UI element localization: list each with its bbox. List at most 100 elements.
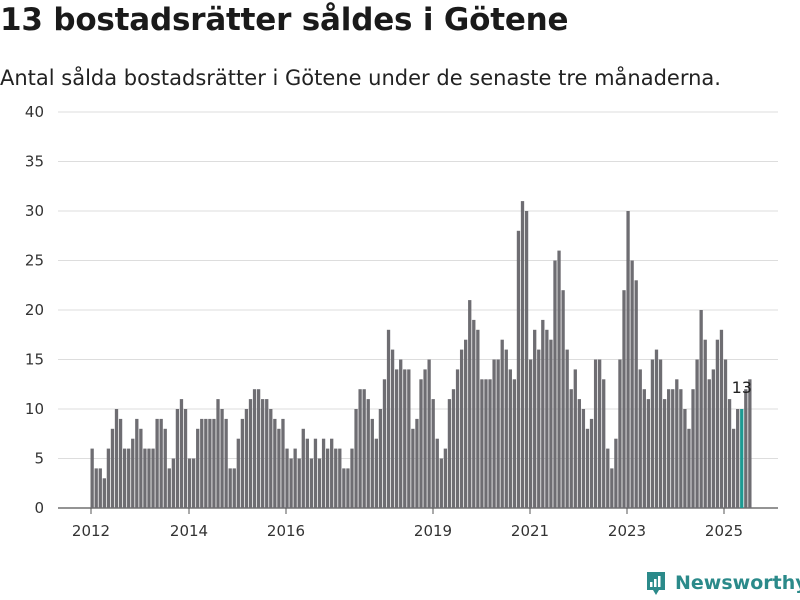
bar [524,211,529,508]
bar [671,389,675,508]
bar [419,379,423,508]
y-axis-ticks: 0 5 10 15 20 25 30 35 40 [25,103,44,517]
bar [464,339,468,508]
bar [610,468,614,508]
bar [285,448,289,508]
bar [171,458,175,508]
bar [106,448,111,508]
bar [370,418,374,508]
bar [244,409,249,508]
bar [723,359,728,508]
bar [557,250,561,508]
bar [334,448,338,508]
bar [256,389,261,508]
bar [480,379,484,508]
bar [281,418,285,508]
bar [289,458,293,508]
bar [196,428,200,508]
bar [131,438,135,508]
bar [252,389,257,508]
bar [297,458,301,508]
y-tick-label: 30 [25,202,44,220]
bar [748,379,752,508]
bar [703,339,707,508]
highlight-value-label: 13 [732,378,752,397]
bar [650,359,655,508]
bar [151,448,155,508]
bar [508,369,512,508]
y-tick-label: 10 [25,400,44,418]
bar [484,379,488,508]
bar [301,428,305,508]
bar [309,458,314,508]
bar [415,418,419,508]
bar [549,339,553,508]
x-axis: 2012 2014 2016 2019 2021 2023 2025 [72,508,743,540]
x-tick-label: 2014 [170,522,208,540]
bar [593,359,598,508]
bar [711,369,715,508]
bar [261,399,265,508]
bar [516,230,521,509]
bar [220,409,224,508]
bar [492,359,496,508]
bar [528,359,533,508]
bar [122,448,127,508]
bar [374,438,378,508]
bar [224,418,228,508]
bar [496,359,500,508]
bar [317,458,322,508]
bar [216,399,220,508]
bar [577,399,581,508]
bar [520,201,525,508]
bar [192,458,196,508]
bar [667,389,671,508]
bar [350,448,354,508]
bar [500,339,504,508]
bar [569,389,573,508]
bar [382,379,387,508]
bar [606,448,610,508]
logo-text: Newsworthy [675,572,800,594]
bar [695,359,699,508]
bar [618,359,622,508]
bar [411,428,415,508]
bar [390,349,395,508]
bar [325,448,330,508]
bar [118,418,123,508]
bar [707,379,711,508]
bar [727,399,732,508]
bar [427,359,431,508]
bar [731,428,736,508]
x-tick-label: 2012 [72,522,110,540]
y-tick-label: 5 [34,450,44,468]
bar [90,448,94,508]
bar [622,290,626,508]
bar [346,468,350,508]
bar [602,379,606,508]
x-tick-label: 2025 [705,522,743,540]
chart-title: 13 bostadsrätter såldes i Götene [0,2,569,38]
bar [305,438,309,508]
bar [403,369,407,508]
bar [561,290,565,508]
bar [163,428,167,508]
bar [386,329,391,508]
bar [175,409,180,508]
bar [744,389,748,508]
y-tick-label: 40 [25,103,44,121]
bar [451,389,456,508]
bar [358,389,362,508]
bar [204,418,208,508]
bar [459,349,464,508]
bar [407,369,411,508]
bar [139,428,143,508]
bar [236,438,240,508]
chart-subtitle: Antal sålda bostadsrätter i Götene under… [0,66,721,90]
bar [715,339,720,508]
bar [143,448,147,508]
bar [630,260,634,508]
highlight-bar [740,409,744,508]
y-tick-label: 35 [25,153,44,171]
